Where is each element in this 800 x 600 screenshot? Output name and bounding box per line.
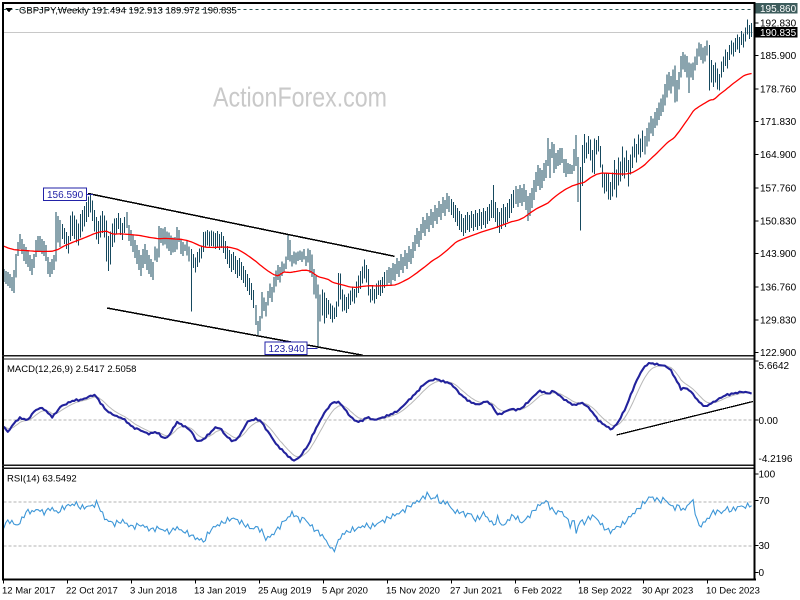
svg-text:195.860: 195.860 (760, 4, 797, 15)
svg-text:-4.2196: -4.2196 (759, 454, 793, 465)
svg-text:27 Jun 2021: 27 Jun 2021 (450, 586, 502, 597)
svg-text:178.760: 178.760 (760, 85, 797, 96)
svg-text:185.900: 185.900 (760, 51, 797, 62)
svg-text:15 Nov 2020: 15 Nov 2020 (386, 586, 440, 597)
svg-text:30 Apr 2023: 30 Apr 2023 (642, 586, 693, 597)
svg-text:18 Sep 2022: 18 Sep 2022 (578, 586, 632, 597)
svg-text:GBPJPY,Weekly 191.494 192.913: GBPJPY,Weekly 191.494 192.913 189.972 19… (19, 5, 237, 16)
svg-text:190.835: 190.835 (760, 28, 797, 39)
svg-text:0: 0 (759, 568, 765, 579)
svg-text:6 Feb 2022: 6 Feb 2022 (514, 586, 562, 597)
svg-text:129.830: 129.830 (760, 315, 797, 326)
svg-text:171.830: 171.830 (760, 117, 797, 128)
svg-text:RSI(14) 63.5492: RSI(14) 63.5492 (7, 474, 77, 485)
svg-text:25 Aug 2019: 25 Aug 2019 (258, 586, 311, 597)
svg-text:123.940: 123.940 (269, 344, 306, 355)
svg-text:156.590: 156.590 (47, 190, 84, 201)
svg-text:157.760: 157.760 (760, 184, 797, 195)
svg-text:143.900: 143.900 (760, 249, 797, 260)
svg-text:12 Mar 2017: 12 Mar 2017 (2, 586, 55, 597)
svg-text:22 Oct 2017: 22 Oct 2017 (66, 586, 118, 597)
svg-text:MACD(12,26,9) 2.5417 2.5058: MACD(12,26,9) 2.5417 2.5058 (7, 364, 136, 375)
svg-text:136.760: 136.760 (760, 283, 797, 294)
svg-text:5 Apr 2020: 5 Apr 2020 (322, 586, 368, 597)
svg-text:3 Jun 2018: 3 Jun 2018 (130, 586, 177, 597)
svg-text:10 Dec 2023: 10 Dec 2023 (706, 586, 760, 597)
svg-text:100: 100 (759, 470, 776, 481)
svg-text:122.900: 122.900 (760, 348, 797, 359)
svg-text:164.900: 164.900 (760, 150, 797, 161)
svg-text:70: 70 (759, 496, 771, 507)
svg-text:5.6642: 5.6642 (759, 361, 790, 372)
svg-text:150.830: 150.830 (760, 216, 797, 227)
svg-text:ActionForex.com: ActionForex.com (213, 82, 387, 113)
svg-text:0.00: 0.00 (759, 416, 779, 427)
svg-text:13 Jan 2019: 13 Jan 2019 (194, 586, 246, 597)
svg-text:30: 30 (759, 541, 771, 552)
svg-text:192.830: 192.830 (760, 18, 797, 29)
